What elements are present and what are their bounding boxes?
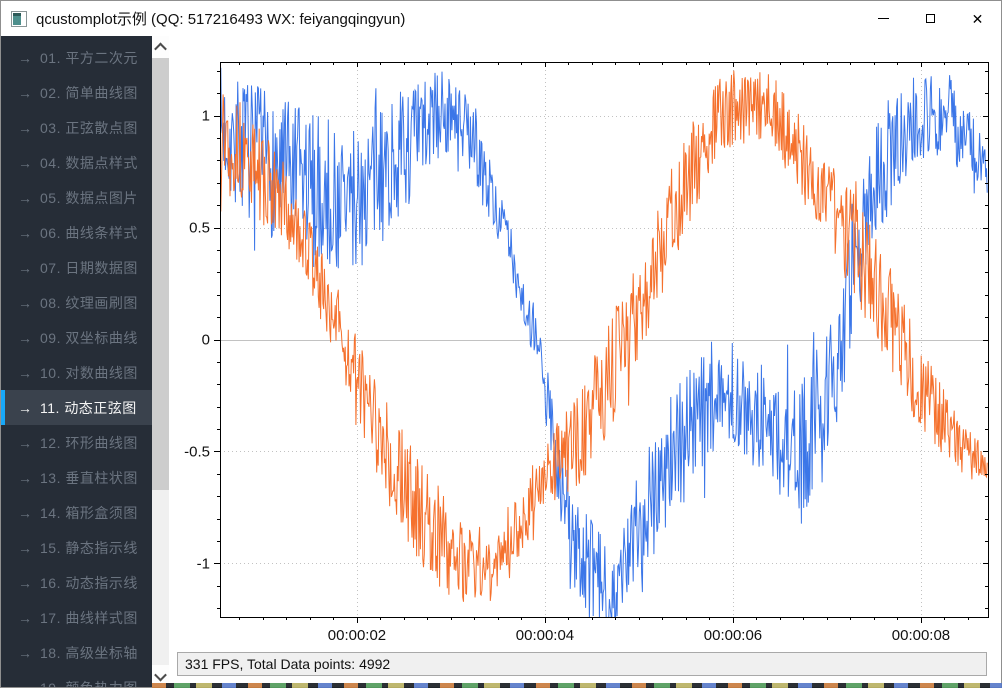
svg-text:-0.5: -0.5 <box>184 443 210 460</box>
arrow-icon: → <box>18 539 32 556</box>
sidebar-item-01[interactable]: → 01. 平方二次元 <box>1 40 152 75</box>
sidebar-item-07[interactable]: → 07. 日期数据图 <box>1 250 152 285</box>
sidebar-item-12[interactable]: → 12. 环形曲线图 <box>1 425 152 460</box>
arrow-icon: → <box>18 399 32 416</box>
sidebar: → 01. 平方二次元 → 02. 简单曲线图 → 03. 正弦散点图 → 04. 数据点样式… <box>1 36 152 687</box>
sidebar-item-label: 03. 正弦散点图 <box>40 119 138 136</box>
axis-ticks <box>214 62 988 623</box>
dynamic-sine-plot[interactable]: 00:00:02 00:00:04 00:00:06 00:00:08 1 0.5 0 -0.… <box>177 47 994 645</box>
window-app-icon <box>11 10 27 27</box>
sidebar-item-15[interactable]: → 15. 静态指示线 <box>1 530 152 565</box>
sidebar-item-19[interactable]: → 19. 颜色热力图 <box>1 670 152 688</box>
y-tick-labels: 1 0.5 0 -0.5 -1 <box>184 108 210 573</box>
svg-text:00:00:04: 00:00:04 <box>516 627 574 644</box>
sidebar-item-06[interactable]: → 06. 曲线条样式 <box>1 215 152 250</box>
sidebar-item-18[interactable]: → 18. 高级坐标轴 <box>1 635 152 670</box>
window-title: qcustomplot示例 (QQ: 517216493 WX: feiyang… <box>36 11 406 28</box>
sidebar-item-11[interactable]: → 11. 动态正弦图 <box>1 390 152 425</box>
scrollbar-up-button[interactable] <box>152 36 169 58</box>
svg-text:0: 0 <box>202 332 210 349</box>
arrow-icon: → <box>18 259 32 276</box>
graph-line-orange <box>220 70 988 602</box>
arrow-icon: → <box>18 609 32 626</box>
sidebar-scrollbar[interactable] <box>152 36 169 687</box>
chevron-down-icon <box>154 668 167 681</box>
window-controls: ✕ <box>860 1 1001 36</box>
arrow-icon: → <box>18 189 32 206</box>
title-bar[interactable]: qcustomplot示例 (QQ: 517216493 WX: feiyang… <box>1 1 1001 36</box>
sidebar-item-label: 18. 高级坐标轴 <box>40 644 138 661</box>
axis-border <box>220 62 989 618</box>
sidebar-item-label: 17. 曲线样式图 <box>40 609 138 626</box>
arrow-icon: → <box>18 364 32 381</box>
arrow-icon: → <box>18 119 32 136</box>
sidebar-item-13[interactable]: → 13. 垂直柱状图 <box>1 460 152 495</box>
x-gridlines <box>357 62 922 617</box>
close-icon: ✕ <box>971 10 984 27</box>
main-area: 00:00:02 00:00:04 00:00:06 00:00:08 1 0.5 0 -0.… <box>169 36 1001 687</box>
scrollbar-thumb[interactable] <box>152 58 169 490</box>
sidebar-item-14[interactable]: → 14. 箱形盒须图 <box>1 495 152 530</box>
sidebar-item-08[interactable]: → 08. 纹理画刷图 <box>1 285 152 320</box>
sidebar-item-label: 16. 动态指示线 <box>40 574 138 591</box>
sidebar-item-label: 08. 纹理画刷图 <box>40 294 138 311</box>
sidebar-item-label: 06. 曲线条样式 <box>40 224 138 241</box>
svg-text:00:00:08: 00:00:08 <box>892 627 950 644</box>
svg-text:00:00:06: 00:00:06 <box>704 627 762 644</box>
x-tick-labels: 00:00:02 00:00:04 00:00:06 00:00:08 <box>328 627 950 644</box>
sidebar-item-label: 11. 动态正弦图 <box>40 399 137 416</box>
sidebar-item-label: 01. 平方二次元 <box>40 49 138 66</box>
graph-line-blue <box>220 67 988 617</box>
arrow-icon: → <box>18 224 32 241</box>
arrow-icon: → <box>18 154 32 171</box>
sidebar-item-label: 13. 垂直柱状图 <box>40 469 138 486</box>
sidebar-item-04[interactable]: → 04. 数据点样式 <box>1 145 152 180</box>
close-button[interactable]: ✕ <box>954 1 1001 36</box>
status-bar: 331 FPS, Total Data points: 4992 <box>177 652 987 676</box>
arrow-icon: → <box>18 49 32 66</box>
sidebar-item-label: 02. 简单曲线图 <box>40 84 138 101</box>
sidebar-item-label: 07. 日期数据图 <box>40 259 138 276</box>
sidebar-item-09[interactable]: → 09. 双坐标曲线 <box>1 320 152 355</box>
arrow-icon: → <box>18 644 32 661</box>
arrow-icon: → <box>18 434 32 451</box>
maximize-icon <box>926 14 935 23</box>
sidebar-item-16[interactable]: → 16. 动态指示线 <box>1 565 152 600</box>
sidebar-item-label: 12. 环形曲线图 <box>40 434 138 451</box>
minimize-button[interactable] <box>860 1 907 36</box>
sidebar-item-label: 15. 静态指示线 <box>40 539 138 556</box>
arrow-icon: → <box>18 574 32 591</box>
sidebar-item-label: 19. 颜色热力图 <box>40 678 138 688</box>
svg-text:-1: -1 <box>197 555 210 572</box>
sidebar-item-17[interactable]: → 17. 曲线样式图 <box>1 600 152 635</box>
sidebar-item-label: 05. 数据点图片 <box>40 189 138 206</box>
sidebar-item-label: 14. 箱形盒须图 <box>40 504 138 521</box>
sidebar-item-10[interactable]: → 10. 对数曲线图 <box>1 355 152 390</box>
arrow-icon: → <box>18 329 32 346</box>
sidebar-menu: → 01. 平方二次元 → 02. 简单曲线图 → 03. 正弦散点图 → 04. 数据点样式… <box>1 36 152 687</box>
svg-text:1: 1 <box>202 108 210 125</box>
arrow-icon: → <box>18 680 32 688</box>
sidebar-item-label: 04. 数据点样式 <box>40 154 138 171</box>
sidebar-item-03[interactable]: → 03. 正弦散点图 <box>1 110 152 145</box>
arrow-icon: → <box>18 469 32 486</box>
arrow-icon: → <box>18 504 32 521</box>
sidebar-item-label: 10. 对数曲线图 <box>40 364 138 381</box>
chevron-up-icon <box>154 42 167 55</box>
scrollbar-down-button[interactable] <box>152 665 169 687</box>
arrow-icon: → <box>18 84 32 101</box>
svg-text:00:00:02: 00:00:02 <box>328 627 386 644</box>
minimize-icon <box>878 18 889 19</box>
sidebar-item-label: 09. 双坐标曲线 <box>40 329 138 346</box>
arrow-icon: → <box>18 294 32 311</box>
y-gridlines <box>220 116 988 564</box>
sidebar-item-02[interactable]: → 02. 简单曲线图 <box>1 75 152 110</box>
maximize-button[interactable] <box>907 1 954 36</box>
svg-text:0.5: 0.5 <box>189 220 210 237</box>
sidebar-item-05[interactable]: → 05. 数据点图片 <box>1 180 152 215</box>
background-app-strip <box>152 683 1002 688</box>
